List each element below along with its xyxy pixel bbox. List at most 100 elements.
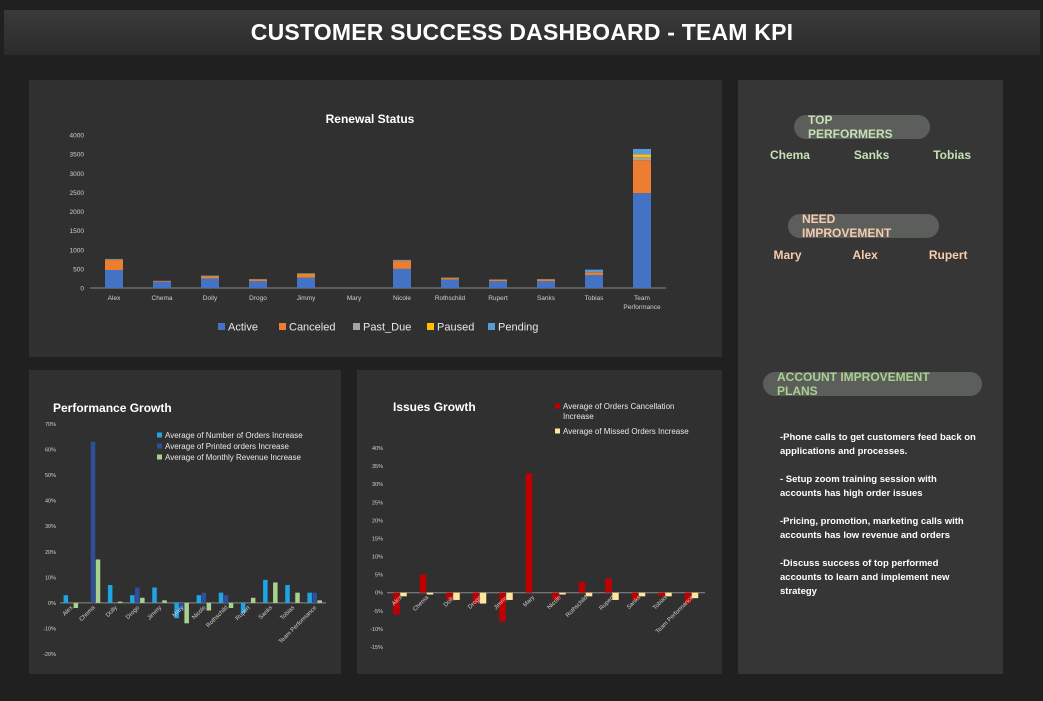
chart-title: Performance Growth (53, 401, 172, 415)
bar-series-1 (446, 592, 453, 600)
bar-series-1 (525, 473, 533, 593)
y-tick-label: 35% (372, 464, 383, 470)
bar-series-2 (506, 592, 513, 600)
bar-active (633, 193, 651, 288)
bar-series-1 (285, 585, 290, 603)
bar-canceled (297, 274, 315, 278)
x-tick-label: Alex (108, 295, 121, 302)
y-tick-label: -15% (370, 645, 383, 651)
legend-swatch (488, 323, 495, 330)
renewal-status-panel[interactable]: Renewal Status 0 500 1000 1500 2000 2500 3000 35… (29, 80, 722, 357)
legend-swatch (555, 428, 560, 434)
y-tick-label: 40% (45, 499, 56, 505)
performance-growth-panel[interactable]: Performance Growth -20% -10% 0% 10% 20% 30% 40%… (29, 370, 341, 674)
y-tick-label: 25% (372, 500, 383, 506)
y-tick-label: 60% (45, 448, 56, 454)
x-tick-label: Mary (522, 595, 536, 609)
y-tick-label: 3500 (70, 152, 85, 159)
y-tick-label: 0 (80, 286, 84, 293)
legend-label: Average of Orders Cancellation (563, 402, 674, 411)
x-tick-label: Sanks (626, 595, 642, 611)
bar-series-2 (612, 592, 619, 600)
x-tick-label: Nicole (191, 605, 208, 622)
y-tick-label: 10% (45, 575, 56, 581)
bar-series-2 (559, 592, 566, 595)
need-improvement-name: Mary (773, 248, 802, 262)
bar-series-2 (638, 592, 646, 597)
y-tick-label: 2500 (70, 190, 85, 197)
performance-growth-chart: Performance Growth -20% -10% 0% 10% 20% 30% 40%… (43, 401, 326, 658)
top-performer-name: Chema (769, 148, 810, 162)
y-tick-label: 1500 (70, 228, 85, 235)
plan-item: -Pricing, promotion, marketing calls wit… (780, 516, 964, 541)
x-tick-label: Team Performance (278, 605, 319, 646)
legend-label: Past_Due (363, 322, 411, 334)
bar-active (297, 277, 315, 288)
bar-series-1 (218, 592, 224, 603)
y-tick-label: 0% (48, 601, 56, 607)
summary-sidebar: TOP PERFORMERS Chema Sanks Tobias NEED I… (738, 80, 1003, 674)
legend-swatch (218, 323, 225, 330)
x-tick-label: Nicole (393, 295, 411, 302)
bar-series-2 (201, 592, 207, 603)
x-tick-label: Drogo (125, 605, 141, 621)
bar-canceled (153, 281, 171, 282)
bar-canceled (489, 279, 507, 282)
bar-series-1 (307, 592, 312, 603)
bar-series-2 (90, 441, 96, 603)
issues-growth-chart: Issues Growth -15% -10% -5% 0% 5% 10% 15% 20% 25%… (370, 400, 705, 651)
dashboard-title: CUSTOMER SUCCESS DASHBOARD - TEAM KPI (250, 19, 794, 45)
chart-title: Renewal Status (326, 112, 415, 126)
need-improvement-label: NEED IMPROVEMENT (788, 212, 939, 240)
legend-swatch (353, 323, 360, 330)
y-tick-label: 1000 (70, 247, 85, 254)
bar-canceled (633, 160, 651, 194)
legend-swatch (279, 323, 286, 330)
bar-canceled (537, 279, 555, 282)
bar-active (153, 281, 171, 288)
bar-series-1 (174, 602, 179, 619)
y-tick-label: 70% (45, 422, 56, 428)
top-performer-name: Tobias (933, 148, 971, 162)
y-tick-label: 15% (372, 536, 383, 542)
bar-series-1 (472, 592, 480, 604)
bar-canceled (105, 260, 123, 271)
legend-label: Active (228, 322, 258, 334)
bar-series-1 (152, 587, 157, 603)
bar-series-1 (578, 581, 586, 593)
plan-item: -Discuss success of top performed accoun… (780, 558, 950, 597)
bar-series-1 (263, 579, 268, 603)
bar-series-1 (552, 592, 559, 600)
y-tick-label: 20% (45, 550, 56, 556)
top-performers-label: TOP PERFORMERS (794, 113, 930, 141)
bar-series-3 (140, 597, 145, 603)
bar-canceled (201, 276, 219, 279)
legend-label: Average of Monthly Revenue Increase (165, 453, 301, 462)
y-tick-label: 30% (45, 524, 56, 530)
x-tick-label: Team (634, 295, 650, 302)
account-improvement-plans-label: ACCOUNT IMPROVEMENT PLANS (763, 370, 982, 398)
bar-series-2 (665, 592, 672, 597)
legend-label: Increase (563, 412, 594, 421)
y-tick-label: 40% (372, 446, 383, 452)
x-tick-label: Jimmy (297, 295, 317, 302)
legend-swatch (157, 443, 162, 449)
bar-series-1 (130, 595, 135, 603)
bar-series-3 (73, 602, 79, 608)
x-tick-label: Sanks (537, 295, 556, 302)
bar-series-2 (479, 592, 487, 604)
x-tick-label: Chema (79, 605, 97, 623)
y-tick-label: -10% (370, 627, 383, 633)
bar-series-2 (312, 592, 317, 603)
bar-series-1 (196, 595, 202, 603)
issues-growth-panel[interactable]: Issues Growth -15% -10% -5% 0% 5% 10% 15% 20% 25%… (357, 370, 722, 674)
bar-canceled (249, 279, 267, 282)
x-tick-label: Rothschild (435, 295, 466, 302)
bar-series-3 (184, 602, 189, 624)
x-tick-label: Jimmy (147, 605, 164, 622)
y-tick-label: 50% (45, 473, 56, 479)
bar-series-3 (273, 582, 278, 603)
y-tick-label: -5% (373, 609, 383, 615)
legend-swatch (427, 323, 434, 330)
bar-series-2 (691, 592, 699, 599)
